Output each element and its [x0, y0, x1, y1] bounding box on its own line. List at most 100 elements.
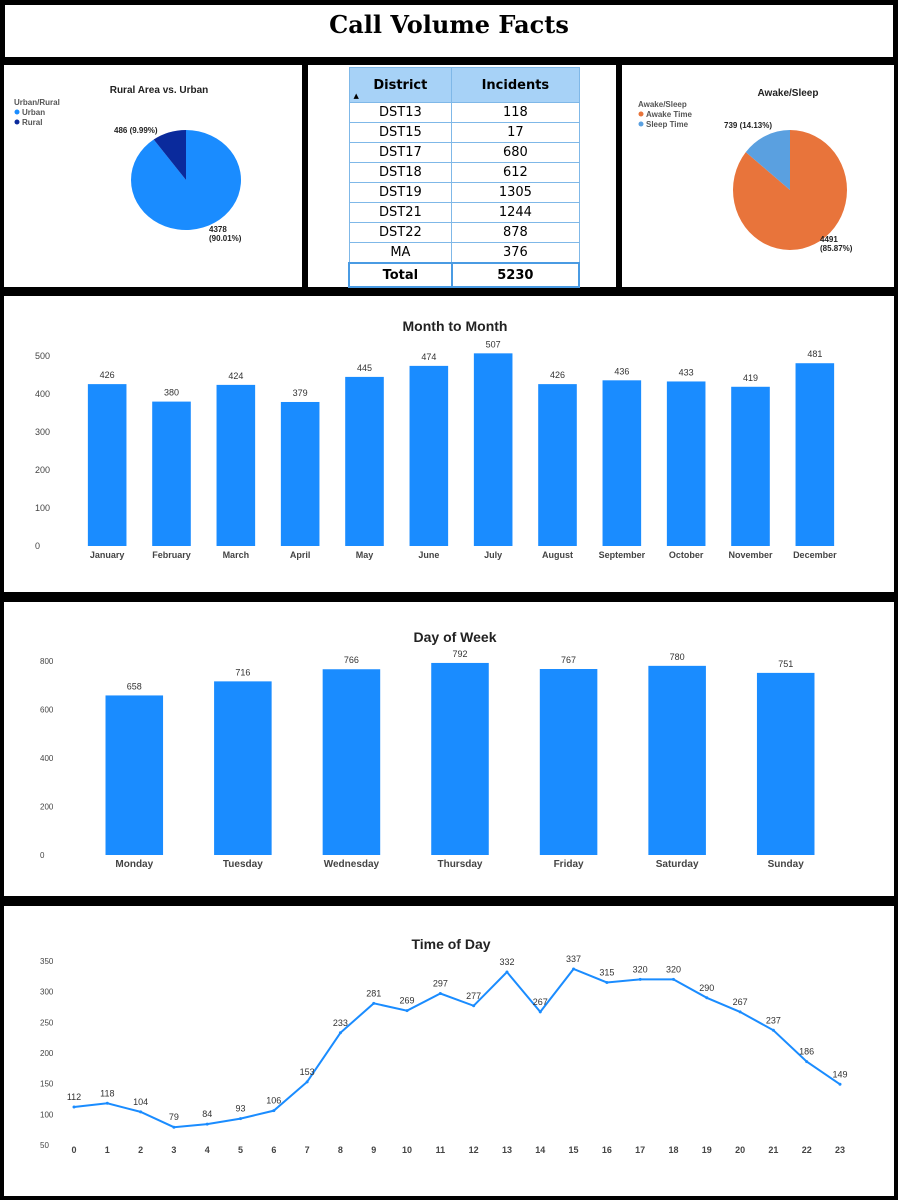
- x-tick-label: 4: [205, 1145, 210, 1155]
- data-label: 153: [300, 1067, 315, 1077]
- y-tick-label: 200: [40, 803, 54, 812]
- x-tick-label: March: [223, 550, 250, 560]
- y-tick-label: 200: [35, 465, 50, 475]
- data-point: [205, 1122, 209, 1126]
- x-tick-label: 10: [402, 1145, 412, 1155]
- x-tick-label: Friday: [554, 859, 584, 870]
- incidents-cell: 1244: [451, 202, 580, 223]
- data-point: [505, 970, 509, 974]
- incidents-cell: 878: [451, 222, 580, 243]
- y-tick-label: 50: [40, 1141, 49, 1150]
- series-line: [73, 967, 841, 1129]
- data-point: [372, 1001, 376, 1005]
- data-point: [172, 1125, 176, 1129]
- sort-ascending-icon[interactable]: ▲: [353, 92, 359, 100]
- total-label: Total: [348, 262, 453, 288]
- data-label: 780: [670, 652, 685, 662]
- y-tick-label: 250: [40, 1018, 54, 1027]
- district-cell: DST15: [348, 122, 453, 143]
- x-tick-label: 21: [768, 1145, 778, 1155]
- bar: [666, 381, 706, 546]
- legend-marker: [638, 121, 644, 127]
- data-label: 320: [633, 964, 648, 974]
- month-panel: Month to Month 0 100 200 300 400 500 426 January…: [4, 296, 894, 592]
- data-label: 93: [236, 1104, 246, 1114]
- x-tick-label: 2: [138, 1145, 143, 1155]
- slice-label: 486 (9.99%): [114, 126, 158, 135]
- data-label: 237: [766, 1015, 781, 1025]
- data-point: [838, 1082, 842, 1086]
- y-tick-label: 400: [35, 389, 50, 399]
- data-point: [405, 1009, 409, 1013]
- x-tick-label: Tuesday: [223, 859, 263, 870]
- x-tick-label: Sunday: [768, 859, 805, 870]
- y-tick-label: 0: [40, 851, 45, 860]
- data-point: [572, 967, 576, 971]
- x-tick-label: 19: [702, 1145, 712, 1155]
- y-tick-label: 100: [35, 503, 50, 513]
- bar: [214, 681, 272, 855]
- y-tick-label: 600: [40, 706, 54, 715]
- data-label: 269: [400, 996, 415, 1006]
- y-tick-label: 350: [40, 957, 54, 966]
- incidents-cell: 17: [451, 122, 580, 143]
- x-tick-label: 12: [469, 1145, 479, 1155]
- data-point: [438, 992, 442, 996]
- slice-label: (85.87%): [820, 244, 853, 253]
- legend-title: Awake/Sleep: [638, 100, 687, 109]
- data-point: [805, 1060, 809, 1064]
- x-tick-label: 7: [305, 1145, 310, 1155]
- incidents-header[interactable]: Incidents: [451, 67, 580, 103]
- total-row: Total 5230: [348, 262, 581, 288]
- data-label: 424: [228, 371, 243, 381]
- x-tick-label: 15: [569, 1145, 579, 1155]
- pie-slice: [153, 130, 186, 180]
- district-table: ▲ District Incidents DST13 118 DST15 17 DS…: [348, 67, 581, 288]
- x-tick-label: Monday: [115, 859, 153, 870]
- data-label: 118: [100, 1088, 114, 1098]
- x-tick-label: 1: [105, 1145, 110, 1155]
- bar: [756, 672, 815, 855]
- x-tick-label: 0: [71, 1145, 76, 1155]
- data-point: [272, 1109, 276, 1113]
- x-tick-label: 18: [668, 1145, 678, 1155]
- x-tick-label: September: [599, 550, 646, 560]
- chart-title: Awake/Sleep: [758, 88, 819, 99]
- table-row: DST18 612: [348, 162, 580, 183]
- data-point: [105, 1101, 109, 1105]
- data-label: 436: [614, 366, 629, 376]
- data-point: [738, 1010, 742, 1014]
- y-tick-label: 100: [40, 1110, 54, 1119]
- data-label: 658: [127, 681, 142, 691]
- x-tick-label: Wednesday: [324, 859, 380, 870]
- district-cell: MA: [348, 242, 453, 264]
- x-tick-label: 13: [502, 1145, 512, 1155]
- x-tick-label: December: [793, 550, 837, 560]
- data-label: 112: [67, 1092, 81, 1102]
- data-label: 426: [100, 370, 115, 380]
- y-tick-label: 800: [40, 657, 54, 666]
- x-tick-label: May: [356, 550, 374, 560]
- x-tick-label: 3: [171, 1145, 176, 1155]
- data-label: 507: [486, 339, 501, 349]
- district-cell: DST18: [348, 162, 453, 183]
- y-tick-label: 400: [40, 754, 54, 763]
- x-tick-label: 17: [635, 1145, 645, 1155]
- legend-marker: [638, 111, 644, 117]
- x-tick-label: Saturday: [656, 859, 699, 870]
- table-row: DST19 1305: [348, 182, 580, 203]
- data-label: 767: [561, 655, 576, 665]
- bar: [105, 695, 164, 855]
- district-header[interactable]: ▲ District: [348, 67, 453, 103]
- legend-label: Awake Time: [646, 110, 693, 119]
- x-tick-label: November: [728, 550, 773, 560]
- data-point: [605, 980, 609, 984]
- district-cell: DST13: [348, 102, 453, 123]
- bar: [473, 353, 513, 546]
- chart-title: Time of Day: [411, 936, 490, 952]
- district-cell: DST17: [348, 142, 453, 163]
- data-label: 267: [533, 997, 548, 1007]
- bar: [87, 384, 127, 546]
- time-of-day-panel: Time of Day 50 100 150 200 250 300 350 112 0 118 1 1…: [4, 906, 894, 1196]
- x-tick-label: 6: [271, 1145, 276, 1155]
